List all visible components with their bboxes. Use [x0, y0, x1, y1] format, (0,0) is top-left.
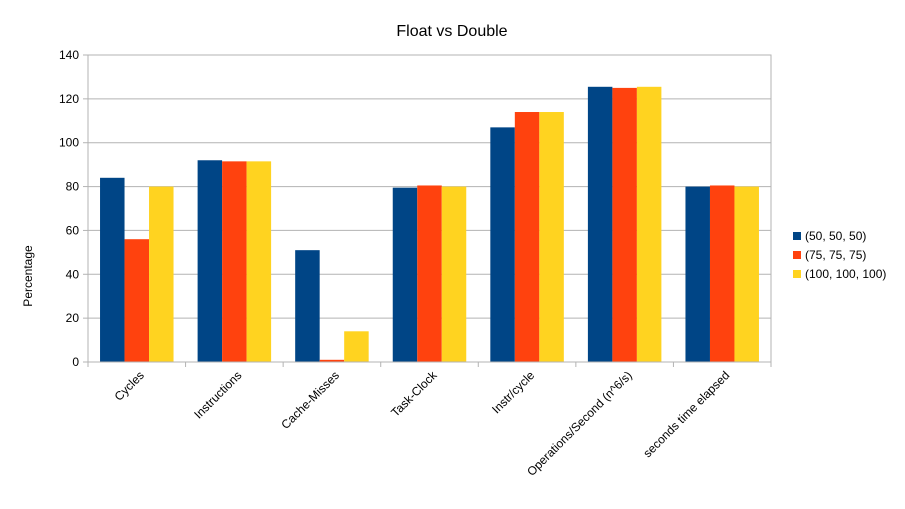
bar: [124, 239, 150, 362]
x-tick-label: Cycles: [112, 368, 147, 403]
chart-title: Float vs Double: [396, 23, 507, 40]
bar: [319, 359, 345, 362]
bar: [344, 331, 369, 362]
bar: [197, 160, 223, 362]
bar: [149, 186, 174, 362]
legend-label: (100, 100, 100): [805, 267, 886, 281]
y-tick-label: 80: [66, 180, 80, 194]
legend-swatch: [793, 232, 801, 240]
bar: [100, 177, 125, 362]
y-tick-label: 40: [66, 267, 80, 281]
bar: [612, 87, 637, 363]
bars: [100, 86, 759, 363]
bar: [392, 187, 418, 362]
x-tick-label: Operations/Second (n^6/s): [524, 368, 635, 479]
y-tick-label: 20: [66, 311, 80, 325]
bar: [636, 86, 662, 363]
bar: [514, 112, 540, 362]
bar: [539, 112, 564, 362]
x-tick-label: Instructions: [191, 368, 244, 421]
bar: [685, 186, 710, 362]
y-tick-label: 140: [59, 48, 79, 62]
bar: [222, 161, 247, 362]
legend-swatch: [793, 251, 801, 259]
legend: (50, 50, 50) (75, 75, 75) (100, 100, 100): [793, 229, 886, 281]
bar: [295, 250, 320, 362]
x-tick-label: seconds time elapsed: [640, 368, 732, 460]
y-tick-label: 120: [59, 92, 79, 106]
bar: [417, 185, 442, 362]
y-tick-label: 0: [72, 355, 79, 369]
y-tick-label: 100: [59, 136, 79, 150]
bar: [246, 161, 272, 362]
bar: [490, 127, 515, 362]
bar: [587, 86, 613, 363]
legend-label: (75, 75, 75): [805, 248, 866, 262]
y-axis-label: Percentage: [21, 245, 35, 307]
x-tick-label: Task-Clock: [388, 368, 440, 420]
bar: [709, 185, 735, 362]
x-tick-label: Instr/cycle: [489, 368, 537, 416]
bar: [734, 186, 759, 362]
plot-area-border: [87, 54, 772, 363]
bar: [441, 186, 467, 362]
legend-label: (50, 50, 50): [805, 229, 866, 243]
x-tick-label: Cache-Misses: [278, 368, 342, 432]
y-tick-label: 60: [66, 223, 80, 237]
legend-swatch: [793, 270, 801, 278]
